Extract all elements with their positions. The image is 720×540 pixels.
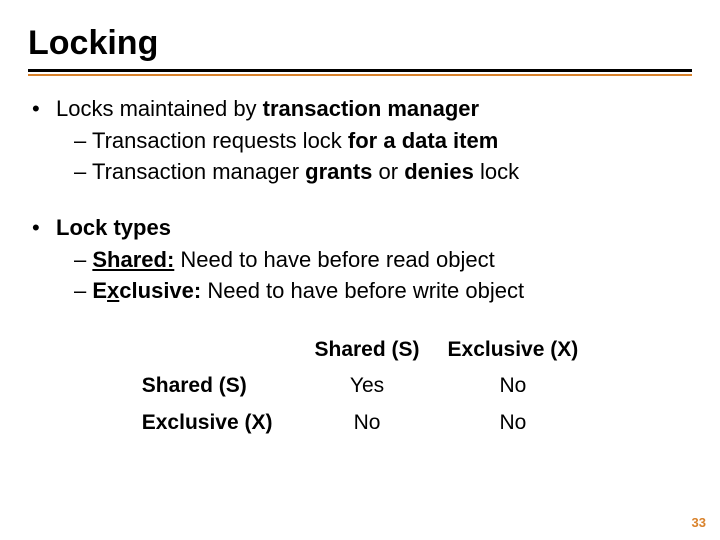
b2s2-tail: clusive: (119, 278, 201, 303)
b1s2-pre: – Transaction manager (74, 159, 305, 184)
table-col-shared: Shared (S) (300, 332, 433, 368)
b2s2-post: Need to have before write object (201, 278, 524, 303)
table-row: Shared (S) Yes No (128, 368, 593, 404)
b1s1-pre: – Transaction requests lock (74, 128, 348, 153)
cell-exclusive-shared: No (300, 405, 433, 441)
bullet-1-sub-1: – Transaction requests lock for a data i… (28, 126, 692, 156)
b2s2-dash: – (74, 278, 92, 303)
slide-content: • Locks maintained by transaction manage… (28, 94, 692, 441)
bullet-1-lead: Locks maintained by (56, 96, 263, 121)
compatibility-table: Shared (S) Exclusive (X) Shared (S) Yes … (128, 332, 593, 441)
bullet-1-strong: transaction manager (263, 96, 479, 121)
b1s2-mid: or (372, 159, 404, 184)
bullet-marker: • (28, 94, 56, 124)
b1s2-post: lock (474, 159, 519, 184)
table-col-exclusive: Exclusive (X) (434, 332, 593, 368)
bullet-1-sub-2: – Transaction manager grants or denies l… (28, 157, 692, 187)
bullet-2-sub-2: – Exclusive: Need to have before write o… (28, 276, 692, 306)
table-row: Exclusive (X) No No (128, 405, 593, 441)
b1s1-strong: for a data item (348, 128, 498, 153)
cell-shared-shared: Yes (300, 368, 433, 404)
b2s1-post: Need to have before read object (174, 247, 494, 272)
cell-exclusive-exclusive: No (434, 405, 593, 441)
bullet-2-strong: Lock types (56, 215, 171, 240)
b1s2-grants: grants (305, 159, 372, 184)
bullet-2-sub-1: – Shared: Need to have before read objec… (28, 245, 692, 275)
page-number: 33 (692, 515, 706, 530)
b2s1-dash: – (74, 247, 92, 272)
b1s2-denies: denies (404, 159, 474, 184)
table-corner (128, 332, 301, 368)
bullet-2: • Lock types (28, 213, 692, 243)
b2s1-u: Shared: (92, 247, 174, 272)
table-row-exclusive: Exclusive (X) (128, 405, 301, 441)
bullet-marker: • (28, 213, 56, 243)
b2s2-uletter: x (107, 278, 119, 303)
bullet-1: • Locks maintained by transaction manage… (28, 94, 692, 124)
slide-title: Locking (28, 24, 692, 72)
table-row-shared: Shared (S) (128, 368, 301, 404)
cell-shared-exclusive: No (434, 368, 593, 404)
b2s2-lead: E (92, 278, 107, 303)
